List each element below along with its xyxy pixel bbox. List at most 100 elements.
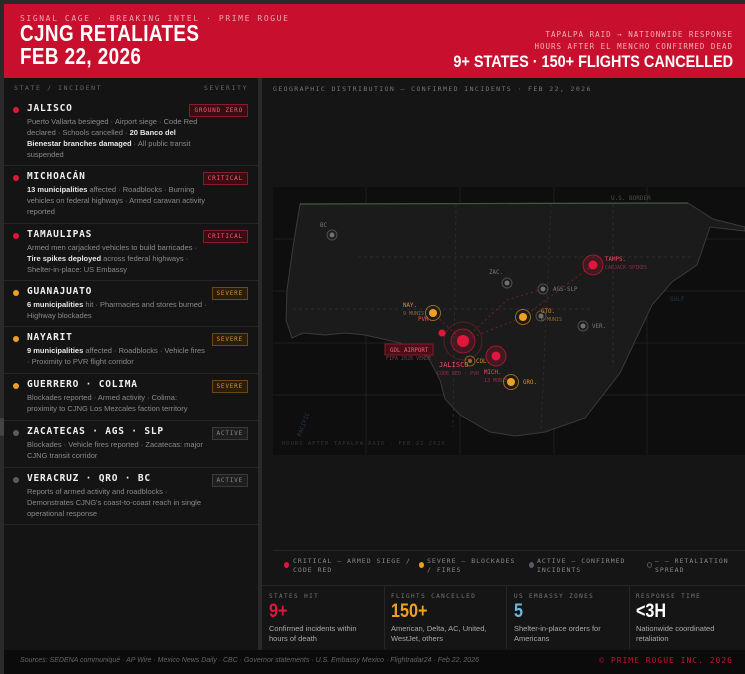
severity-dot — [13, 336, 19, 342]
marker-label: GRO. — [523, 380, 537, 386]
marker-sublabel: CODE RED · PVR — [437, 371, 480, 377]
legend-active-swatch — [529, 562, 534, 568]
incident-row[interactable]: GUERRERO · COLIMA Blockades reported · A… — [4, 374, 258, 421]
marker-sublabel: 9 MUNIS — [403, 311, 424, 317]
footer: Sources: SEDENA communiqué · AP Wire · M… — [4, 650, 745, 674]
legend-severe: SEVERE — BLOCKADES / FIRES — [427, 557, 516, 574]
scrollbar[interactable] — [0, 418, 4, 436]
legend-critical: CRITICAL — ARMED SIEGE / CODE RED — [293, 557, 411, 574]
state-name: GUERRERO · COLIMA — [27, 379, 138, 390]
headline-stats: 9+ STATES · 150+ FLIGHTS CANCELLED — [453, 52, 733, 71]
incident-description: 13 municipalities affected · Roadblocks … — [27, 184, 207, 217]
incident-description: 6 municipalities hit · Pharmacies and st… — [27, 299, 207, 321]
severity-dot — [13, 477, 19, 483]
map-legend: CRITICAL — ARMED SIEGE / CODE RED SEVERE… — [273, 550, 745, 580]
marker-ags[interactable]: AGS-SLP — [537, 283, 578, 295]
sources: Sources: SEDENA communiqué · AP Wire · M… — [20, 657, 479, 664]
marker-tamps[interactable]: TAMPS. CARJACK·SPIKES — [582, 254, 647, 276]
severity-badge: SEVERE — [211, 287, 248, 300]
state-name: TAMAULIPAS — [27, 229, 93, 240]
incident-description: Puerto Vallarta besieged · Airport siege… — [27, 116, 207, 160]
marker-mich[interactable]: MICH. 13 MUNIS — [484, 345, 508, 384]
marker-gto[interactable]: GTO. 6 MUNIS — [515, 309, 563, 325]
description-segment: Blockades reported · Armed activity · Co… — [27, 393, 188, 413]
state-name: VERACRUZ · QRO · BC — [27, 473, 151, 484]
incident-row[interactable]: JALISCO Puerto Vallarta besieged · Airpo… — [4, 98, 258, 166]
stat-card: RESPONSE TIME <3H Nationwide coordinated r… — [629, 586, 745, 649]
marker-label: ZAC. — [489, 270, 503, 276]
stat-value: 5 — [514, 601, 523, 622]
incident-row[interactable]: MICHOACÁN 13 municipalities affected · R… — [4, 166, 258, 224]
header-banner: SIGNAL CAGE · BREAKING INTEL · PRIME ROG… — [4, 4, 745, 78]
incident-row[interactable]: GUANAJUATO 6 municipalities hit · Pharma… — [4, 281, 258, 327]
marker-ver[interactable]: VER. — [577, 320, 606, 332]
stat-description: Shelter-in-place orders for Americans — [514, 624, 601, 643]
state-name: NAYARIT — [27, 332, 73, 343]
marker-zac[interactable]: ZAC. — [489, 270, 513, 289]
marker-label: GTO. — [541, 309, 555, 315]
state-name: ZACATECAS · AGS · SLP — [27, 426, 164, 437]
severity-badge: GROUND ZERO — [189, 104, 248, 117]
retaliation-spread-lines — [432, 264, 594, 342]
incident-row[interactable]: ZACATECAS · AGS · SLP Blockades · Vehicl… — [4, 421, 258, 468]
marker-nay[interactable]: NAY. 9 MUNIS — [403, 303, 441, 321]
title-line-1: CJNG RETALIATES — [20, 20, 200, 46]
state-name: MICHOACÁN — [27, 171, 86, 182]
us-border-line — [299, 202, 689, 205]
stat-card: STATES HIT 9+ Confirmed incidents within h… — [262, 586, 385, 649]
description-segment: Reports of armed activity and roadblocks… — [27, 487, 201, 518]
severity-badge: SEVERE — [211, 333, 248, 346]
marker-label: TAMPS. — [605, 257, 626, 263]
marker-label: NAY. — [403, 303, 417, 309]
stat-description: American, Delta, AC, United, WestJet, ot… — [391, 624, 487, 643]
severity-dot — [13, 107, 19, 113]
incident-map[interactable]: U.S. BORDER GULF PACIFIC HOURS AFTER TAP… — [273, 187, 745, 455]
marker-jal[interactable]: JALISCO CODE RED · PVR — [437, 321, 483, 377]
legend-active: ACTIVE — CONFIRMED INCIDENTS — [537, 557, 626, 574]
kicker: SIGNAL CAGE · BREAKING INTEL · PRIME ROG… — [20, 14, 290, 23]
description-segment: across federal highways · Shelter-in-pla… — [27, 254, 189, 274]
stat-card: FLIGHTS CANCELLED 150+ American, Delta, AC… — [384, 586, 507, 649]
col-header-state: STATE / INCIDENT — [14, 84, 103, 92]
gdl-airport-label: GDL AIRPORT — [390, 348, 429, 354]
severity-dot — [13, 233, 19, 239]
severity-badge: CRITICAL — [202, 172, 248, 185]
legend-spread-swatch — [647, 562, 652, 568]
description-segment: · All public transit suspended — [27, 139, 191, 159]
state-name: JALISCO — [27, 103, 73, 114]
marker-bc[interactable]: BC — [320, 223, 338, 241]
legend-severe-swatch — [419, 562, 424, 568]
marker-qro[interactable] — [535, 310, 547, 322]
marker-gro[interactable]: GRO. — [503, 374, 537, 390]
stat-value: 9+ — [269, 601, 288, 622]
severity-dot — [13, 175, 19, 181]
marker-col[interactable]: COL. — [464, 355, 490, 367]
severity-dot — [13, 290, 19, 296]
marker-label: MICH. — [484, 370, 501, 376]
severity-badge: ACTIVE — [211, 427, 248, 440]
incident-description: Armed men carjacked vehicles to build ba… — [27, 242, 207, 275]
marker-pvr[interactable]: PVR — [418, 317, 446, 337]
map-caption: HOURS AFTER TAPALPA RAID · FEB 22 2026 — [282, 441, 446, 447]
stat-label: US EMBASSY ZONES — [514, 593, 595, 600]
incident-row[interactable]: VERACRUZ · QRO · BC Reports of armed act… — [4, 468, 258, 525]
stat-description: Nationwide coordinated retaliation — [636, 624, 715, 643]
marker-label: VER. — [592, 324, 606, 330]
gdl-airport-sub: FIFA 2026 VENUE — [386, 356, 431, 362]
severity-badge: CRITICAL — [202, 230, 248, 243]
map-title: GEOGRAPHIC DISTRIBUTION — CONFIRMED INCI… — [273, 85, 592, 93]
severity-dot — [13, 383, 19, 389]
incident-row[interactable]: NAYARIT 9 municipalities affected · Road… — [4, 327, 258, 374]
gulf-label: GULF — [670, 296, 685, 303]
subtitle-2: HOURS AFTER EL MENCHO CONFIRMED DEAD — [534, 42, 733, 51]
severity-dot — [13, 430, 19, 436]
page-title: CJNG RETALIATES FEB 22, 2026 — [20, 22, 199, 68]
description-segment: Armed men carjacked vehicles to build ba… — [27, 243, 198, 252]
gdl-airport-badge — [384, 343, 434, 356]
stat-label: STATES HIT — [269, 593, 320, 600]
stat-value: <3H — [636, 601, 667, 622]
description-segment: 6 municipalities — [27, 300, 84, 309]
marker-sublabel: 6 MUNIS — [541, 317, 562, 323]
description-segment: Puerto Vallarta besieged · Airport siege… — [27, 117, 198, 137]
incident-row[interactable]: TAMAULIPAS Armed men carjacked vehicles … — [4, 224, 258, 281]
